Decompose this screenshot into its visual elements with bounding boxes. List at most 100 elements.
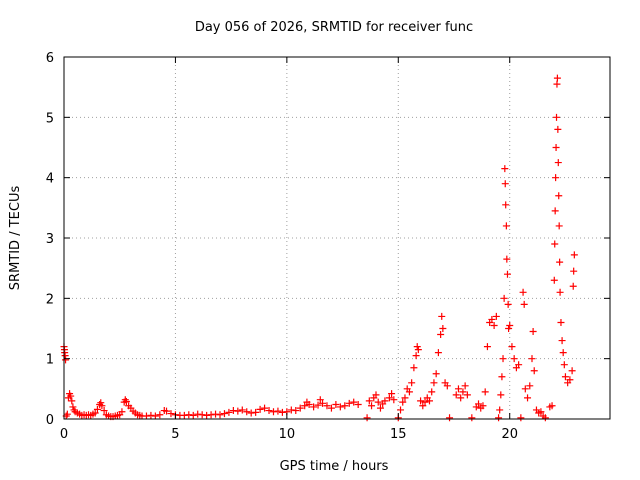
data-point [554, 125, 562, 133]
data-point [519, 288, 527, 296]
data-point [243, 408, 251, 416]
data-point [69, 403, 77, 411]
data-point [499, 355, 507, 363]
x-tick-label: 5 [171, 427, 179, 442]
data-point [461, 382, 469, 390]
data-point [274, 407, 282, 415]
data-point [314, 401, 322, 409]
data-point [529, 328, 537, 336]
data-point [413, 343, 421, 351]
data-point [508, 343, 516, 351]
data-point [528, 355, 536, 363]
data-point [430, 379, 438, 387]
data-point [496, 406, 504, 414]
x-tick-label: 20 [501, 427, 518, 442]
data-point [537, 408, 545, 416]
data-point [566, 376, 574, 384]
data-point [479, 402, 487, 410]
data-point [428, 388, 436, 396]
data-point [475, 400, 483, 408]
data-point [388, 390, 396, 398]
x-tick-label: 10 [279, 427, 296, 442]
data-points [60, 74, 578, 422]
data-point [198, 411, 206, 419]
data-point [167, 410, 175, 418]
data-point [498, 373, 506, 381]
data-point [521, 385, 529, 393]
data-point [142, 412, 150, 420]
data-point [405, 388, 413, 396]
data-point [437, 331, 445, 339]
data-point [438, 312, 446, 320]
data-point [212, 410, 220, 418]
data-point [419, 402, 427, 410]
data-point [319, 399, 327, 407]
data-point [490, 321, 498, 329]
data-point [457, 394, 465, 402]
data-point [156, 411, 164, 419]
data-point [515, 361, 523, 369]
data-point [401, 394, 409, 402]
chart-title: Day 056 of 2026, SRMTID for receiver fun… [195, 20, 473, 35]
data-point [207, 411, 215, 419]
data-point [68, 397, 76, 405]
data-point [504, 300, 512, 308]
data-point [559, 349, 567, 357]
data-point [550, 276, 558, 284]
data-point [265, 407, 273, 415]
data-point [287, 406, 295, 414]
data-point [185, 411, 193, 419]
data-point [468, 414, 476, 422]
y-tick-label: 0 [46, 413, 54, 428]
data-point [414, 346, 422, 354]
data-point [238, 406, 246, 414]
data-point [432, 370, 440, 378]
data-point [558, 337, 566, 345]
data-point [323, 402, 331, 410]
data-point [261, 404, 269, 412]
data-point [163, 407, 171, 415]
data-point [501, 180, 509, 188]
data-point [91, 409, 99, 417]
data-point [510, 355, 518, 363]
data-point [548, 402, 556, 410]
data-point [560, 361, 568, 369]
data-point [557, 318, 565, 326]
data-point [327, 404, 335, 412]
data-point [390, 396, 398, 404]
data-point [454, 385, 462, 393]
y-tick-label: 3 [46, 232, 54, 247]
data-point [100, 407, 108, 415]
grid-lines [64, 57, 610, 419]
data-point [568, 367, 576, 375]
data-point [530, 367, 538, 375]
data-point [541, 414, 549, 422]
data-point [517, 414, 525, 422]
data-point [556, 288, 564, 296]
data-point [463, 391, 471, 399]
data-point [481, 388, 489, 396]
data-point [410, 364, 418, 372]
data-point [397, 406, 405, 414]
data-point [118, 408, 126, 416]
data-point [497, 391, 505, 399]
data-point [503, 255, 511, 263]
data-point [553, 113, 561, 121]
data-point [189, 411, 197, 419]
data-point [151, 412, 159, 420]
data-point [551, 240, 559, 248]
data-point [569, 282, 577, 290]
data-point [492, 312, 500, 320]
data-point [551, 207, 559, 215]
y-tick-label: 4 [46, 172, 54, 187]
data-point [408, 379, 416, 387]
data-point [62, 356, 70, 364]
x-axis-label: GPS time / hours [280, 459, 389, 474]
data-point [216, 411, 224, 419]
data-point [278, 408, 286, 416]
x-tick-label: 15 [390, 427, 407, 442]
data-point [376, 404, 384, 412]
data-point [256, 405, 264, 413]
data-point [554, 159, 562, 167]
data-point [520, 300, 528, 308]
